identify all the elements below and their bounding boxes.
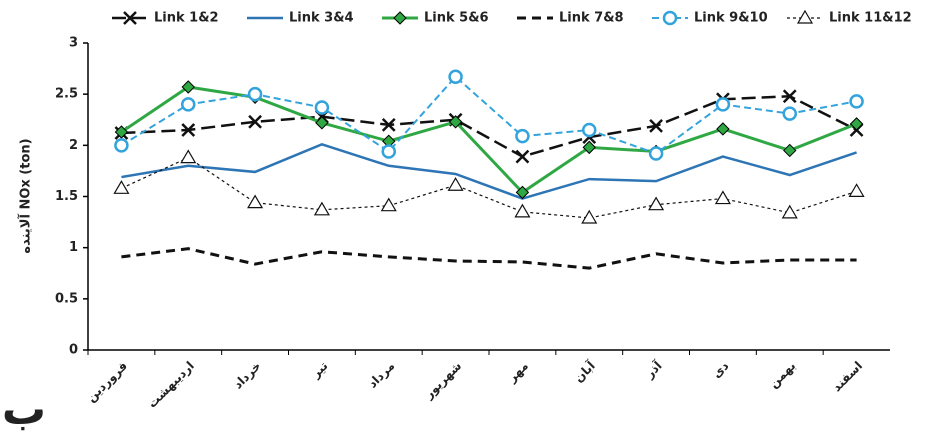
data-point [113,180,130,194]
data-point [380,197,397,212]
data-point [248,114,262,129]
legend-marker [393,11,407,25]
panel-label: ب [2,384,46,435]
data-point [381,144,396,159]
x-tick-label: فروردین [84,359,131,406]
x-tick-label: بهمن [766,359,798,391]
data-point [315,116,329,130]
data-point [114,125,129,139]
data-point [581,209,598,224]
data-point [716,122,730,136]
data-point [781,204,798,219]
data-point [714,190,731,205]
x-tick-label: مرداد [365,359,397,391]
series-line [121,142,857,200]
data-point [515,149,530,164]
data-point [515,128,530,144]
data-point [247,194,264,209]
x-tick-label: آذر [641,357,665,381]
y-tick-label: 3 [69,36,78,51]
x-tick-label: مهر [504,359,531,386]
series-line [121,94,858,158]
legend-label: Link 3&4 [289,11,354,26]
data-point [181,80,195,94]
y-tick-label: 1 [69,240,78,255]
data-point [314,100,330,115]
legend-label: Link 1&2 [154,11,219,26]
data-point [247,86,263,102]
series-line [121,247,857,270]
data-point [582,140,596,155]
x-tick-label: اردیبهشت [145,359,197,411]
series-line [120,75,857,155]
y-tick-label: 2.5 [55,87,78,102]
data-point [782,89,797,104]
data-point [114,138,129,153]
x-tick-label: آبان [571,357,599,385]
data-point [448,69,463,85]
legend-marker [662,10,678,26]
x-tick-label: خرداد [231,359,264,392]
y-tick-label: 1.5 [55,189,78,204]
x-tick-label: اسفند [830,359,866,395]
data-point [715,97,731,112]
data-point [849,117,864,131]
data-point [313,201,330,216]
legend-label: Link 9&10 [694,11,768,26]
y-axis-label: آلاینده NOx (ton) [17,138,34,253]
series-line [120,85,858,195]
data-point [381,117,396,132]
data-point [848,183,865,197]
legend-label: Link 5&6 [424,11,489,26]
data-point [582,122,597,138]
data-point [648,146,664,161]
y-tick-label: 2 [69,138,78,153]
data-point [447,177,464,191]
data-point [181,123,196,137]
y-tick-label: 0.5 [55,291,78,306]
y-tick-label: 0 [69,343,78,358]
data-point [782,106,797,121]
data-point [514,203,531,218]
x-tick-label: دی [709,359,731,381]
legend-label: Link 7&8 [559,11,624,26]
data-point [515,185,530,200]
series-line [121,156,857,219]
x-tick-label: تیر [308,359,331,382]
legend-label: Link 11&12 [829,11,912,26]
data-point [783,143,797,158]
legend-marker [123,11,137,25]
data-point [648,196,665,211]
data-point [180,149,197,164]
data-point [181,97,196,112]
legend-marker [796,9,814,24]
data-point [649,119,663,133]
data-point [849,94,864,109]
data-point [448,115,463,129]
x-tick-label: شهریور [421,359,465,403]
